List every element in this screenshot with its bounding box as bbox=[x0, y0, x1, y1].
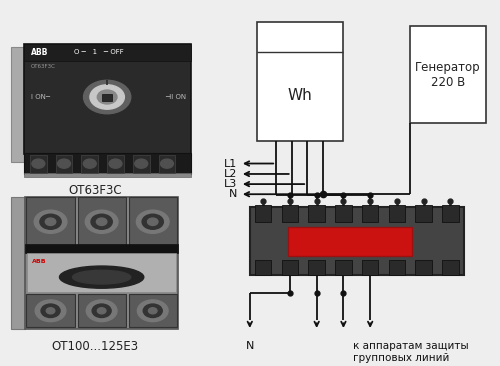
Text: N: N bbox=[246, 341, 254, 351]
Circle shape bbox=[84, 159, 96, 168]
Ellipse shape bbox=[72, 270, 131, 284]
Bar bbox=[250, 207, 464, 275]
Bar bbox=[442, 205, 458, 222]
Bar bbox=[410, 26, 486, 123]
Bar bbox=[128, 197, 177, 245]
Circle shape bbox=[148, 308, 157, 314]
Bar bbox=[416, 260, 432, 275]
Bar bbox=[335, 205, 351, 222]
Circle shape bbox=[96, 218, 107, 225]
Text: L3: L3 bbox=[224, 179, 237, 189]
Circle shape bbox=[109, 159, 122, 168]
Circle shape bbox=[160, 159, 173, 168]
Bar bbox=[282, 205, 298, 222]
Bar bbox=[388, 205, 405, 222]
Bar bbox=[11, 47, 24, 162]
Bar bbox=[78, 294, 126, 327]
Text: I ON─: I ON─ bbox=[31, 94, 50, 100]
Text: ОТ100...125Е3: ОТ100...125Е3 bbox=[52, 340, 139, 353]
Bar bbox=[308, 260, 325, 275]
Circle shape bbox=[34, 210, 67, 234]
Bar bbox=[78, 197, 126, 245]
Text: ОТ63F3С: ОТ63F3С bbox=[68, 184, 122, 197]
Circle shape bbox=[135, 159, 147, 168]
Circle shape bbox=[35, 300, 66, 322]
Bar bbox=[24, 44, 191, 154]
Text: Генератор
220 В: Генератор 220 В bbox=[415, 61, 480, 89]
Text: к аппаратам защиты
групповых линий: к аппаратам защиты групповых линий bbox=[354, 341, 469, 363]
Text: L1: L1 bbox=[224, 158, 237, 168]
Bar bbox=[25, 244, 178, 253]
Circle shape bbox=[86, 210, 118, 234]
Ellipse shape bbox=[60, 266, 144, 288]
Circle shape bbox=[138, 300, 168, 322]
Bar bbox=[26, 197, 74, 245]
Bar bbox=[107, 155, 124, 173]
Text: L2: L2 bbox=[224, 169, 237, 179]
Text: O ─   1   ─ OFF: O ─ 1 ─ OFF bbox=[74, 49, 124, 55]
Bar bbox=[30, 155, 46, 173]
Bar bbox=[255, 205, 272, 222]
Bar bbox=[24, 44, 191, 60]
Bar bbox=[335, 260, 351, 275]
Circle shape bbox=[46, 308, 55, 314]
Bar bbox=[11, 197, 25, 329]
Bar bbox=[56, 155, 72, 173]
Circle shape bbox=[40, 214, 61, 229]
Circle shape bbox=[32, 159, 45, 168]
Circle shape bbox=[86, 300, 117, 322]
Bar bbox=[24, 173, 191, 178]
Bar bbox=[128, 294, 177, 327]
Text: ABB: ABB bbox=[32, 258, 47, 264]
Circle shape bbox=[84, 80, 131, 114]
Circle shape bbox=[148, 218, 158, 225]
Text: N: N bbox=[229, 189, 237, 199]
Bar bbox=[25, 197, 178, 329]
Bar bbox=[102, 94, 112, 101]
Text: OT63F3C: OT63F3C bbox=[31, 64, 56, 68]
Circle shape bbox=[92, 304, 111, 318]
Bar bbox=[82, 155, 98, 173]
Circle shape bbox=[143, 304, 162, 318]
Bar bbox=[158, 155, 176, 173]
Bar bbox=[257, 22, 344, 141]
Circle shape bbox=[142, 214, 164, 229]
Circle shape bbox=[98, 90, 117, 104]
Bar bbox=[28, 253, 176, 292]
Bar bbox=[26, 294, 74, 327]
Circle shape bbox=[91, 214, 112, 229]
Bar bbox=[362, 260, 378, 275]
Bar bbox=[416, 205, 432, 222]
Text: ─II ON: ─II ON bbox=[164, 94, 186, 100]
Circle shape bbox=[90, 85, 124, 109]
Bar bbox=[362, 205, 378, 222]
Text: Wh: Wh bbox=[288, 88, 312, 103]
Circle shape bbox=[41, 304, 60, 318]
Circle shape bbox=[46, 218, 56, 225]
Bar bbox=[288, 228, 412, 256]
Circle shape bbox=[136, 210, 169, 234]
Text: ABB: ABB bbox=[31, 48, 48, 57]
Bar bbox=[24, 153, 191, 174]
Circle shape bbox=[58, 159, 70, 168]
Bar bbox=[133, 155, 150, 173]
Bar bbox=[255, 260, 272, 275]
Circle shape bbox=[98, 308, 106, 314]
Bar bbox=[282, 260, 298, 275]
Bar bbox=[388, 260, 405, 275]
Bar bbox=[308, 205, 325, 222]
Bar bbox=[442, 260, 458, 275]
